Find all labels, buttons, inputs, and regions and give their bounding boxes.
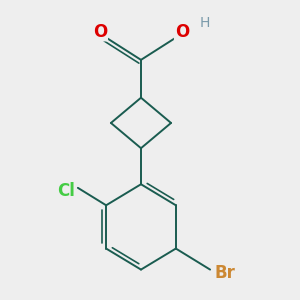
Text: Cl: Cl <box>57 182 75 200</box>
Text: O: O <box>93 22 107 40</box>
Text: Br: Br <box>215 264 236 282</box>
Text: O: O <box>175 22 189 40</box>
Text: H: H <box>200 16 210 30</box>
